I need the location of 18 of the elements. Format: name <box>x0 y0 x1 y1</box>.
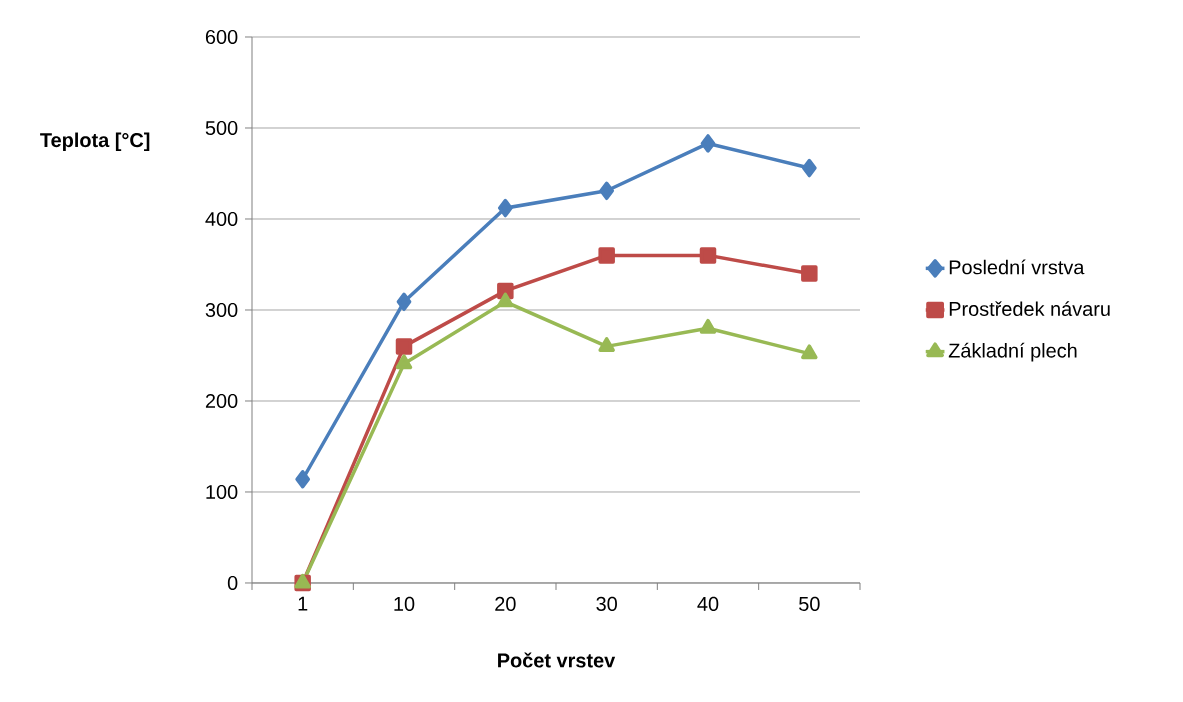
y-tick-label: 400 <box>205 211 238 227</box>
legend-label: Základní plech <box>948 342 1077 362</box>
x-axis-title: Počet vrstev <box>498 652 616 668</box>
x-tick-label: 50 <box>799 596 820 611</box>
x-tick-label: 1 <box>298 596 308 611</box>
y-tick-label: 0 <box>227 575 238 591</box>
legend-label: Poslední vrstva <box>949 259 1085 275</box>
x-tick-label: 10 <box>394 596 415 611</box>
legend-label: Prostředek návaru <box>949 301 1110 317</box>
y-axis-title: Teplota [°C] <box>40 132 150 152</box>
y-tick-label: 600 <box>205 29 238 45</box>
y-tick-label: 500 <box>205 120 238 136</box>
x-tick-label: 40 <box>697 596 719 611</box>
x-tick-label: 30 <box>596 596 617 611</box>
y-tick-label: 300 <box>205 302 238 318</box>
y-tick-label: 100 <box>206 484 238 500</box>
y-tick-label: 200 <box>205 393 238 409</box>
x-tick-label: 20 <box>495 596 516 611</box>
